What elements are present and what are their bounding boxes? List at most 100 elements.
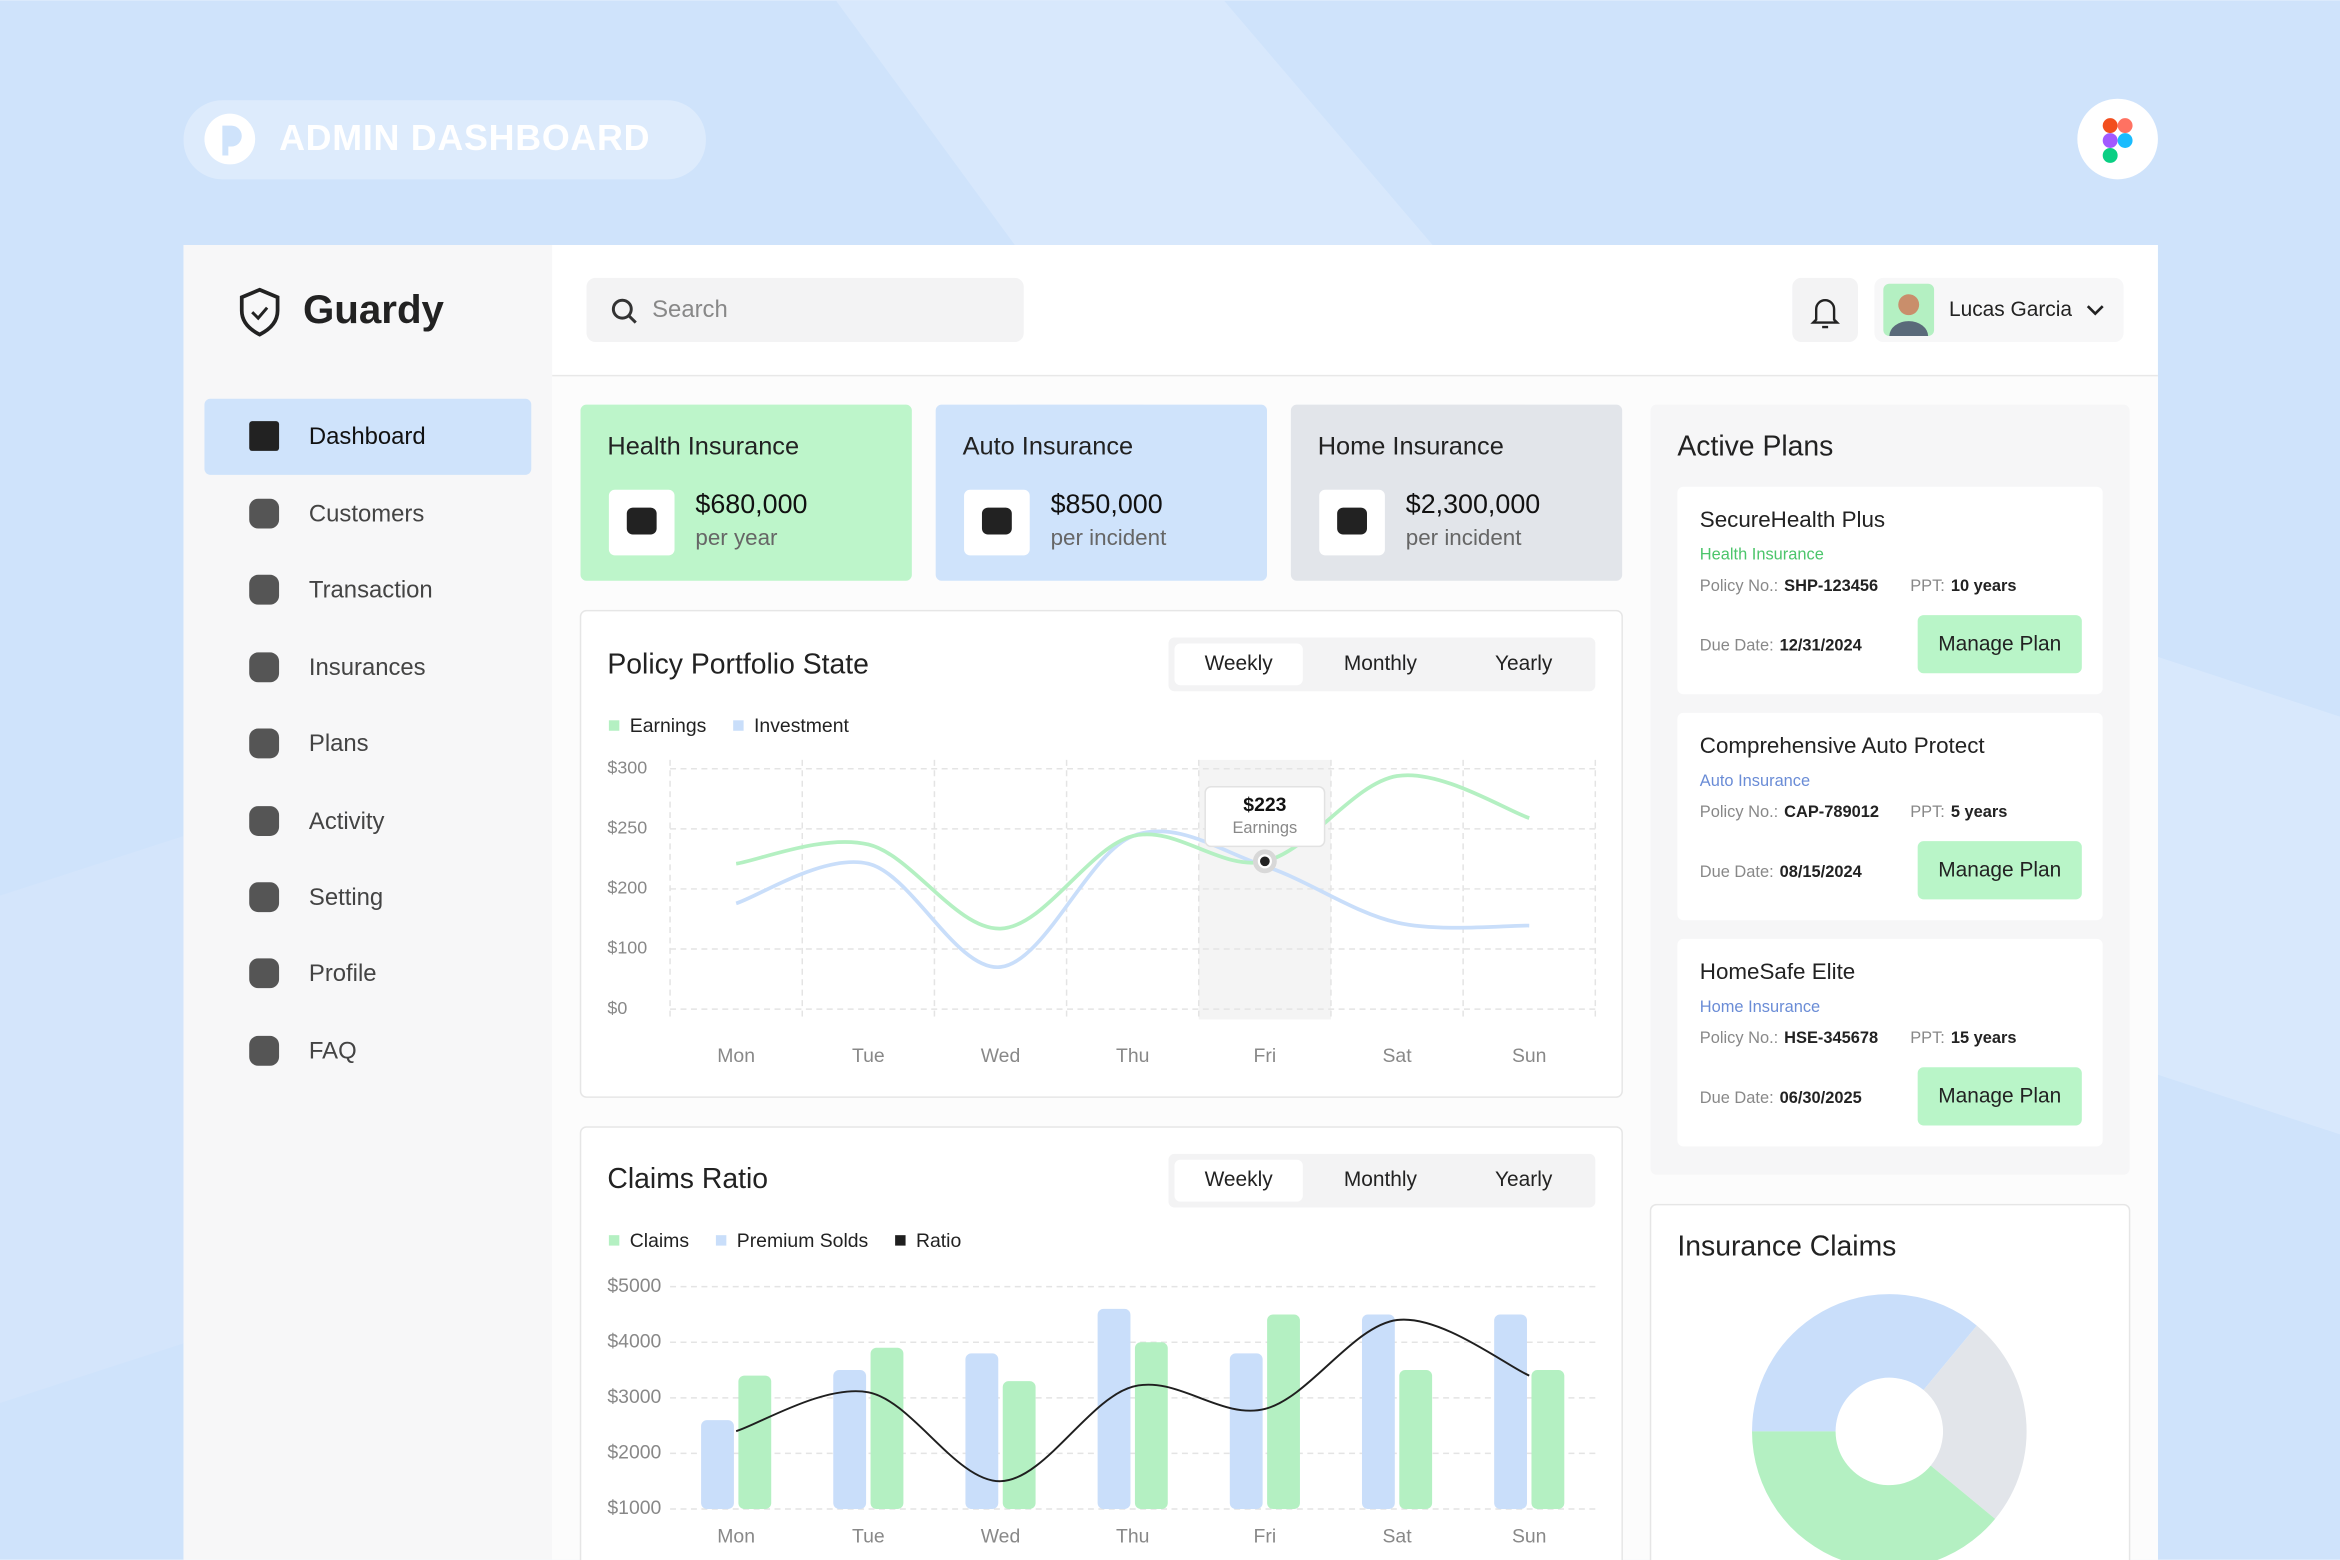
card-icon xyxy=(981,507,1012,535)
legend-swatch xyxy=(733,720,744,731)
ppt-value: 10 years xyxy=(1951,577,2017,595)
tooltip-series: Earnings xyxy=(1232,819,1297,837)
y-tick-label: $300 xyxy=(607,758,647,778)
search-placeholder: Search xyxy=(652,296,728,323)
brand-check xyxy=(251,306,269,321)
manage-plan-label[interactable]: Manage Plan xyxy=(1938,859,2061,882)
tab[interactable]: Monthly xyxy=(1344,652,1418,675)
nav-icon xyxy=(249,806,280,836)
figma-part xyxy=(2102,118,2118,134)
legend-swatch xyxy=(715,1235,727,1246)
ppt-value: 15 years xyxy=(1951,1029,2017,1047)
chart-title: Claims Ratio xyxy=(607,1163,768,1195)
x-tick-label: Thu xyxy=(1116,1045,1149,1067)
card-icon xyxy=(626,507,657,535)
nav-item[interactable]: FAQ xyxy=(309,1038,357,1065)
bg-shape xyxy=(0,835,184,1404)
donut-slice xyxy=(1752,1294,1977,1432)
card-title: Auto Insurance xyxy=(963,433,1134,461)
plan-category: Home Insurance xyxy=(1700,998,1820,1016)
notification-button[interactable] xyxy=(1792,277,1858,342)
avatar-face xyxy=(1898,294,1920,316)
user-menu[interactable] xyxy=(1874,277,2124,342)
chart-title: Policy Portfolio State xyxy=(607,648,869,680)
legend-swatch xyxy=(608,1235,620,1246)
manage-plan-label[interactable]: Manage Plan xyxy=(1938,1085,2061,1108)
legend-swatch xyxy=(895,1235,906,1246)
plan-category: Health Insurance xyxy=(1700,546,1824,564)
y-tick-label: $200 xyxy=(607,878,647,898)
tab[interactable]: Monthly xyxy=(1344,1168,1418,1191)
manage-plan-button[interactable] xyxy=(1917,841,2082,900)
nav-item[interactable]: Transaction xyxy=(309,577,433,604)
donut-slice xyxy=(1752,1431,1996,1560)
manage-plan-button[interactable] xyxy=(1917,615,2082,674)
tab[interactable]: Yearly xyxy=(1495,1168,1553,1191)
legend-label: Investment xyxy=(754,715,849,737)
figma-part xyxy=(2117,118,2133,134)
nav-item[interactable]: Dashboard xyxy=(309,423,426,450)
plan-name: Comprehensive Auto Protect xyxy=(1700,733,1986,758)
search-icon xyxy=(627,314,637,324)
nav-item[interactable]: Plans xyxy=(309,730,369,757)
policy-label: Policy No.: xyxy=(1700,803,1778,821)
tab-active xyxy=(1174,643,1303,686)
x-tick-label: Fri xyxy=(1254,1045,1277,1067)
y-tick-label: $0 xyxy=(607,998,627,1018)
plan-category: Auto Insurance xyxy=(1700,772,1810,790)
nav-icon xyxy=(249,882,280,913)
manage-plan-label[interactable]: Manage Plan xyxy=(1938,632,2061,655)
search-box[interactable] xyxy=(586,277,1024,342)
tab[interactable]: Weekly xyxy=(1205,652,1274,675)
x-tick-label: Sun xyxy=(1512,1045,1547,1067)
nav-item[interactable]: Profile xyxy=(309,960,377,987)
tab[interactable]: Weekly xyxy=(1205,1168,1274,1191)
bell-icon xyxy=(1810,299,1840,329)
bar xyxy=(738,1375,772,1510)
plan-name: SecureHealth Plus xyxy=(1700,507,1885,532)
bar xyxy=(965,1353,999,1510)
badge-bg xyxy=(183,100,706,180)
hover-point xyxy=(1257,854,1272,869)
ppt-label: PPT: xyxy=(1910,1029,1945,1047)
bar xyxy=(1267,1314,1300,1510)
donut-slice xyxy=(1923,1325,2027,1519)
due-date: 08/15/2024 xyxy=(1780,863,1863,881)
tab-active xyxy=(1174,1159,1303,1202)
policy-number: CAP-789012 xyxy=(1784,803,1879,821)
tab[interactable]: Yearly xyxy=(1495,652,1553,675)
nav-icon xyxy=(249,652,280,683)
bar xyxy=(1097,1308,1131,1510)
nav-item[interactable]: Activity xyxy=(309,808,385,835)
legend-label: Ratio xyxy=(916,1230,961,1252)
tooltip-value: $223 xyxy=(1243,794,1286,816)
bar xyxy=(870,1347,904,1510)
nav-item[interactable]: Customers xyxy=(309,500,424,527)
nav-icon xyxy=(249,574,280,605)
figma-icon-bg xyxy=(2077,98,2158,180)
legend-label: Claims xyxy=(630,1230,689,1252)
x-tick-label: Wed xyxy=(981,1525,1021,1547)
chevron xyxy=(2086,305,2104,316)
legend-swatch xyxy=(608,720,620,731)
bg-shape xyxy=(835,0,1433,245)
policy-number: HSE-345678 xyxy=(1784,1029,1878,1047)
nav-item[interactable]: Setting xyxy=(309,884,383,911)
manage-plan-button[interactable] xyxy=(1917,1067,2082,1126)
x-tick-label: Thu xyxy=(1116,1525,1149,1547)
series-line xyxy=(735,829,1530,969)
x-tick-label: Sun xyxy=(1512,1525,1547,1547)
y-tick-label: $250 xyxy=(607,818,647,838)
due-label: Due Date: xyxy=(1700,637,1774,655)
bar xyxy=(1494,1314,1527,1510)
card-title: Health Insurance xyxy=(607,433,799,461)
nav-item[interactable]: Insurances xyxy=(309,654,426,681)
policy-label: Policy No.: xyxy=(1700,577,1778,595)
figma-part xyxy=(2117,133,2133,148)
due-date: 12/31/2024 xyxy=(1780,637,1863,655)
series-line xyxy=(735,1318,1530,1483)
nav-icon xyxy=(249,421,280,451)
card-period: per incident xyxy=(1406,525,1522,550)
nav-icon xyxy=(249,498,280,529)
